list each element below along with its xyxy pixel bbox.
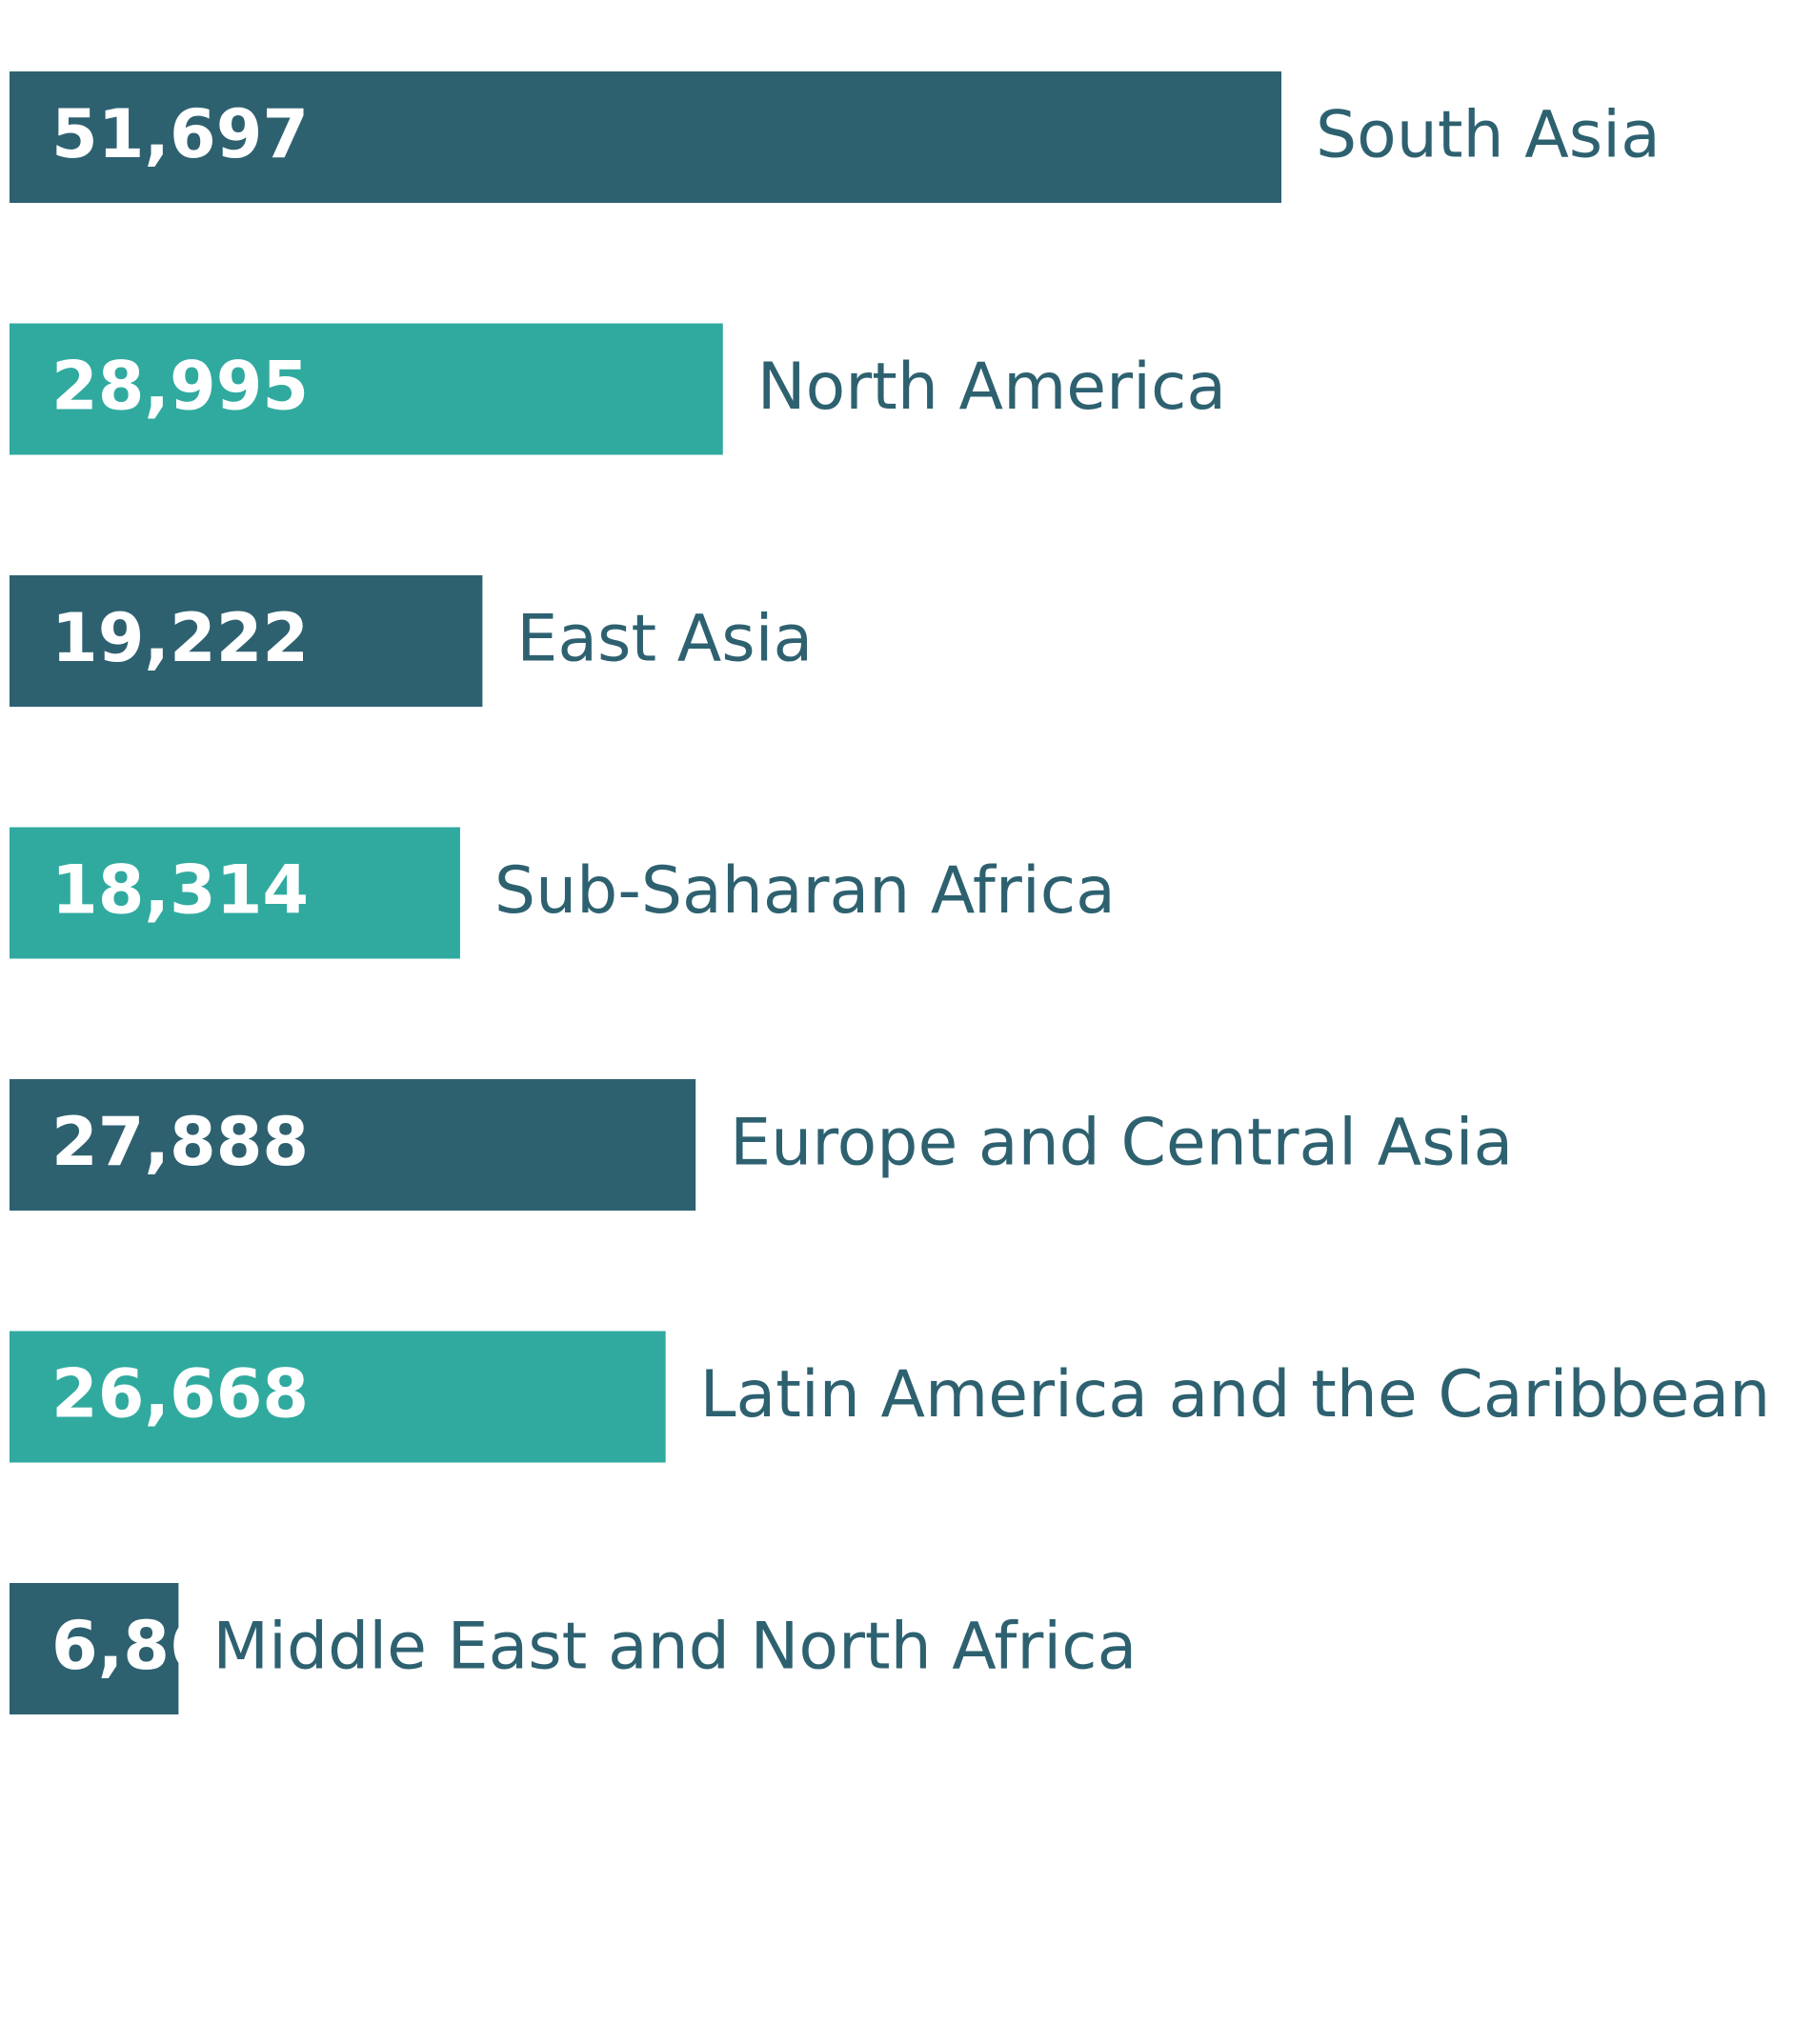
- value-label: 27,888: [51, 1103, 309, 1181]
- category-label: Middle East and North Africa: [212, 1610, 1137, 1685]
- category-label: East Asia: [516, 602, 813, 677]
- bar: [10, 71, 1281, 203]
- value-label: 26,668: [51, 1355, 309, 1433]
- bar: [10, 827, 460, 959]
- value-label: 6,869: [51, 1607, 262, 1685]
- category-label: Latin America and the Caribbean: [700, 1357, 1771, 1433]
- bar: [10, 323, 723, 455]
- bar: [10, 1583, 179, 1714]
- bar: [10, 575, 483, 707]
- category-label: Sub-Saharan Africa: [494, 853, 1116, 929]
- value-label: 18,314: [51, 852, 309, 930]
- value-label: 19,222: [51, 599, 309, 677]
- category-label: South Asia: [1316, 98, 1661, 173]
- category-label: North America: [757, 350, 1226, 425]
- bar: [10, 1079, 696, 1211]
- value-label: 51,697: [51, 95, 309, 173]
- category-label: Europe and Central Asia: [730, 1106, 1513, 1181]
- bar: [10, 1331, 666, 1463]
- value-label: 28,995: [51, 348, 309, 426]
